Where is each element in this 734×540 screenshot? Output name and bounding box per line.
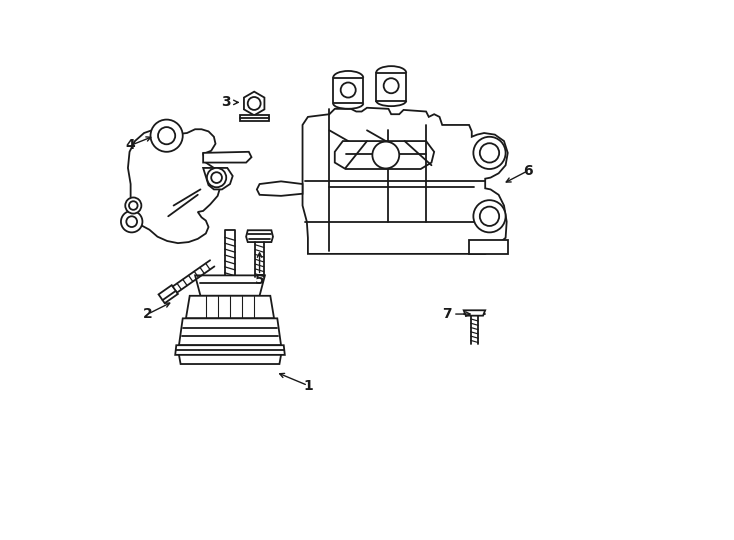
Polygon shape bbox=[159, 285, 178, 303]
Polygon shape bbox=[203, 168, 233, 190]
Circle shape bbox=[207, 168, 226, 187]
Circle shape bbox=[372, 141, 399, 168]
Polygon shape bbox=[128, 129, 221, 243]
Text: 6: 6 bbox=[523, 164, 533, 178]
Polygon shape bbox=[376, 73, 406, 101]
Circle shape bbox=[473, 200, 506, 232]
Text: 2: 2 bbox=[143, 307, 153, 321]
Polygon shape bbox=[464, 310, 485, 316]
Polygon shape bbox=[179, 355, 281, 364]
Polygon shape bbox=[302, 108, 508, 254]
Circle shape bbox=[121, 211, 142, 232]
Text: 5: 5 bbox=[255, 273, 264, 287]
Polygon shape bbox=[175, 345, 285, 355]
Polygon shape bbox=[240, 115, 269, 120]
Polygon shape bbox=[244, 92, 264, 115]
Polygon shape bbox=[179, 319, 281, 345]
Circle shape bbox=[473, 137, 506, 169]
Polygon shape bbox=[203, 152, 252, 163]
Polygon shape bbox=[335, 141, 434, 169]
Polygon shape bbox=[246, 230, 273, 242]
Circle shape bbox=[150, 119, 183, 152]
Polygon shape bbox=[333, 78, 363, 104]
Text: 1: 1 bbox=[303, 379, 313, 393]
Circle shape bbox=[126, 198, 142, 214]
Polygon shape bbox=[469, 240, 508, 254]
Text: 7: 7 bbox=[442, 307, 451, 321]
Polygon shape bbox=[257, 181, 302, 196]
Text: 3: 3 bbox=[221, 96, 230, 110]
Polygon shape bbox=[195, 275, 265, 296]
Polygon shape bbox=[186, 296, 274, 319]
Text: 4: 4 bbox=[126, 138, 136, 152]
